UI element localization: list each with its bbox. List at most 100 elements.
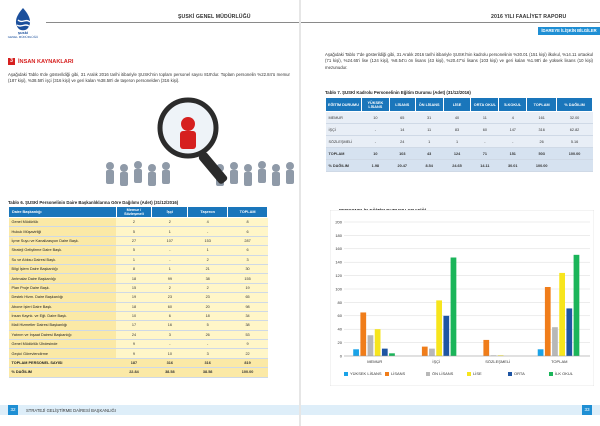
table6-row-label: Abone İşleri Daire Başk. <box>8 302 116 312</box>
table6-cell: 1 <box>151 226 188 237</box>
legend-label: İLK OKUL <box>555 371 574 376</box>
table7-cell: 14.11 <box>470 159 499 172</box>
legend-label: ORTA <box>514 371 525 376</box>
table6-row: % DAĞILIM 22.84 38.58 38.58 100.00 <box>8 367 268 378</box>
right-paragraph: Aşağıdaki Tablo 7'de gösterildiği gibi, … <box>325 52 593 70</box>
table6-cell: 5 <box>187 320 228 331</box>
table6-row-label: % DAĞILIM <box>8 367 116 378</box>
table6-cell: 38 <box>227 320 268 331</box>
table6-row: Destek Hizm. Daire Başkanlığı 19 23 23 65 <box>8 292 268 303</box>
y-tick-label: 40 <box>338 327 343 332</box>
y-tick-label: 160 <box>335 246 342 251</box>
table7-cell: 1 <box>443 135 471 148</box>
x-tick-label: TOPLAM <box>551 359 567 364</box>
y-tick-label: 60 <box>338 313 343 318</box>
table7-row-label: MEMUR <box>325 111 362 124</box>
table7-cell: 30.01 <box>498 159 527 172</box>
table6-cell: 2 <box>151 283 188 294</box>
table6-cell: 60 <box>151 302 188 312</box>
table6-cell: 100.00 <box>227 367 268 378</box>
table7-cell: - <box>361 135 390 148</box>
table6-cell: 5 <box>116 245 152 256</box>
table7-cell: 100.00 <box>556 147 593 160</box>
table6-cell: 187 <box>116 358 152 369</box>
legend-label: ÖN LİSANS <box>432 371 454 376</box>
bar <box>443 315 450 356</box>
bar <box>537 349 544 356</box>
table6-cell: - <box>151 339 188 350</box>
table7-header: ORTA OKUL <box>470 97 500 112</box>
table6-cell: 16 <box>151 320 188 331</box>
table7-cell: 71 <box>470 147 499 160</box>
table6-cell: 38.58 <box>151 367 188 378</box>
table7-cell: 8.54 <box>415 159 444 172</box>
table7-cell: - <box>361 123 390 136</box>
table7-cell: 83 <box>443 123 471 136</box>
table6-row: İçme Suyu ve Kanalizasyon Daire Başk. 27 1… <box>8 236 268 247</box>
table6-cell: 9 <box>116 348 152 359</box>
table6-cell: 2 <box>116 217 152 228</box>
table6-cell: 8 <box>116 264 152 275</box>
table6-cell: 19 <box>227 283 268 294</box>
table6-cell: 24 <box>116 330 152 341</box>
y-tick-label: 80 <box>338 300 343 305</box>
table6-cell: 99 <box>151 273 188 284</box>
y-tick-label: 120 <box>335 273 342 278</box>
legend-swatch <box>385 372 389 376</box>
table7-cell: 503 <box>526 147 557 160</box>
table6-cell: 316 <box>151 358 188 369</box>
bar <box>429 348 435 356</box>
bar <box>559 272 565 356</box>
table6-row: Hukuk Müşavirliği 5 1-6 <box>8 226 268 237</box>
logo-name: şuski <box>17 30 29 35</box>
x-tick-label: MEMUR <box>367 359 382 364</box>
table7-cell: - <box>498 135 527 148</box>
table6-row: Strateji Geliştirme Daire Başk. 5-1 6 <box>8 245 268 256</box>
table6-cell: 38 <box>187 273 228 284</box>
table6-cell: 98 <box>227 302 268 312</box>
logo-subtitle: GENEL MÜDÜRLÜĞÜ <box>7 35 39 39</box>
table7-cell: 100.00 <box>526 159 557 172</box>
table7-cell: 24.65 <box>443 159 471 172</box>
table6-cell: 22 <box>227 348 268 359</box>
table7-cell <box>556 159 593 172</box>
table6-cell: 23 <box>187 292 228 303</box>
legend-label: LİSANS <box>391 371 406 376</box>
table6-header: TOPLAM <box>227 206 268 218</box>
table6-cell: 153 <box>187 236 228 247</box>
table6-row-label: Genel Müdürlük <box>8 217 116 228</box>
x-tick-label: SÖZLEŞMELİ <box>485 359 510 364</box>
legend-swatch <box>467 372 471 376</box>
left-header-title: ŞUSKİ GENEL MÜDÜRLÜĞÜ <box>178 14 251 20</box>
table6-row: Mali Hizmetler Dairesi Başkanlığı 17 16 5 38 <box>8 320 268 331</box>
table6-cell: 6 <box>227 226 268 237</box>
table7-cell: 151 <box>498 147 527 160</box>
table6-cell: - <box>151 245 188 256</box>
table6-row: Geçici Görevlendirme 9 10 3 22 <box>8 348 268 359</box>
table7-cell: 316 <box>526 123 557 136</box>
left-footer-bar <box>0 405 299 415</box>
right-header-title: 2016 YILI FAALİYET RAPORU <box>491 14 567 20</box>
table6-row: Plan Proje Daire Başk. 15 2 2 19 <box>8 283 268 294</box>
table6-cell: - <box>187 226 228 237</box>
table6-cell: 34 <box>227 311 268 322</box>
table6-cell: 65 <box>227 292 268 303</box>
table6-cell: 53 <box>227 330 268 341</box>
table6-row: İnsan Kaynk. ve Eğt. Daire Başk. 10 6 18 34 <box>8 311 268 322</box>
table6-row-label: Destek Hizm. Daire Başkanlığı <box>8 292 116 303</box>
bar <box>367 335 374 356</box>
bar <box>353 349 359 356</box>
table7-cell: 14 <box>389 123 416 136</box>
bar <box>436 300 442 356</box>
table6-row: Genel Müdürlük 2 2 4 8 <box>8 217 268 228</box>
table6-cell: 18 <box>116 273 152 284</box>
section-tag: İDAREYE İLİŞKİN BİLGİLER <box>538 27 600 35</box>
legend-swatch <box>549 372 553 376</box>
table7-cell: 10 <box>361 147 390 160</box>
section-heading: 3 İNSAN KAYNAKLARI <box>8 58 73 65</box>
table7-cell: 1.98 <box>361 159 390 172</box>
table6-cell: 9 <box>227 339 268 350</box>
table7-row-label: İŞÇİ <box>325 123 362 136</box>
table7-cell: 147 <box>498 123 527 136</box>
table7-header: YÜKSEK LİSANS <box>360 97 390 112</box>
